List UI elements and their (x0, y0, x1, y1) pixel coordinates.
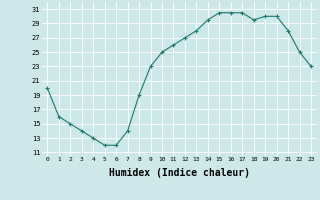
X-axis label: Humidex (Indice chaleur): Humidex (Indice chaleur) (109, 168, 250, 178)
